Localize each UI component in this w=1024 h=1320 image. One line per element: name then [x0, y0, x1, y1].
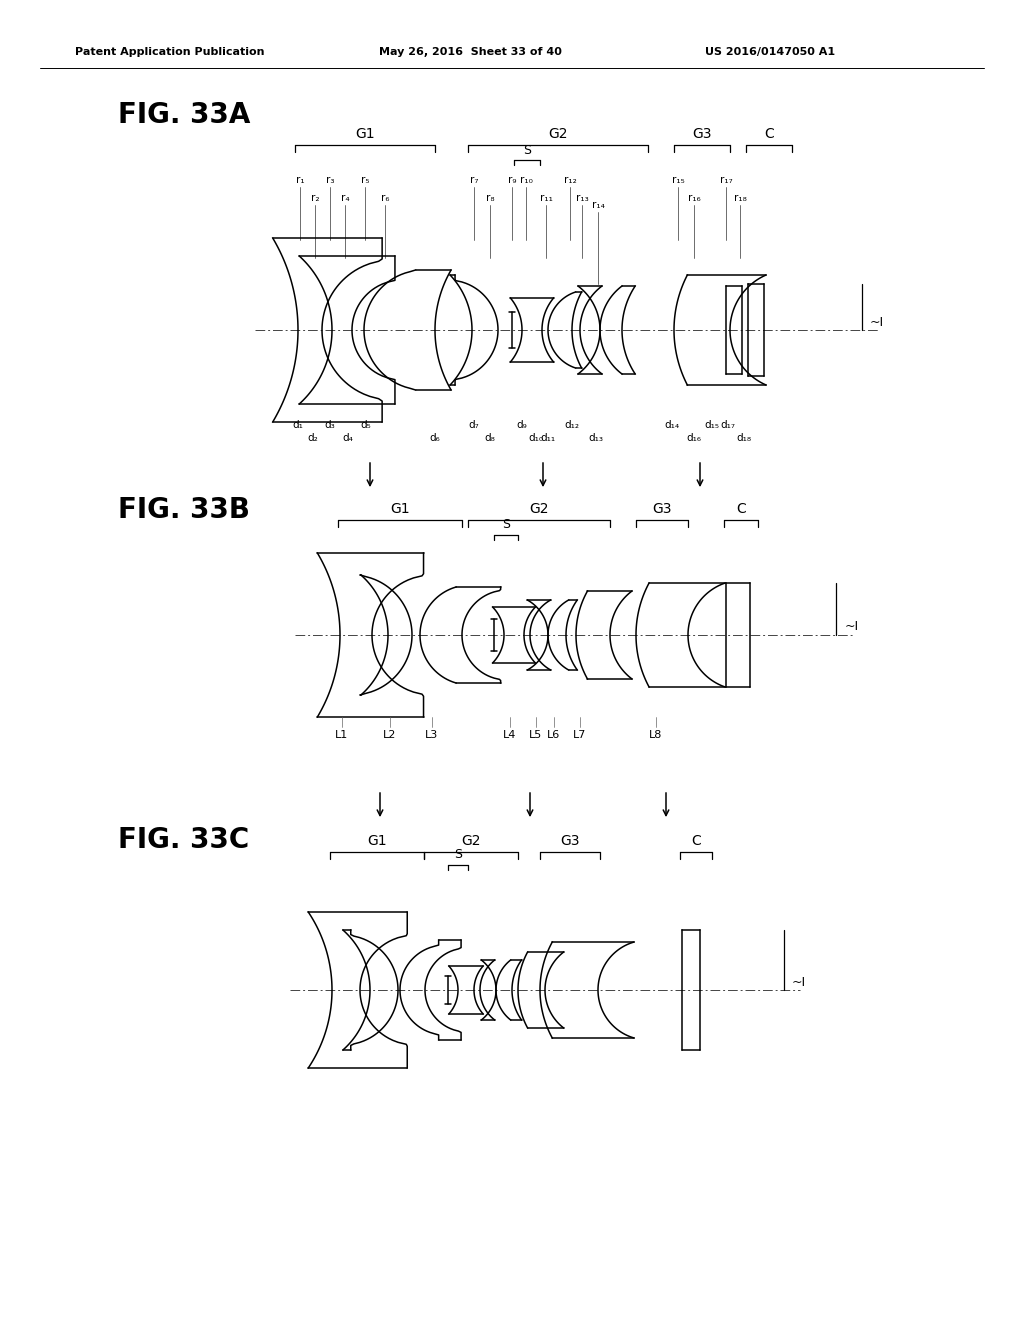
Text: r₉: r₉: [508, 176, 516, 185]
Text: r₈: r₈: [485, 193, 495, 203]
Text: d₁₈: d₁₈: [736, 433, 752, 444]
Text: d₁₀: d₁₀: [528, 433, 544, 444]
Text: Patent Application Publication: Patent Application Publication: [75, 48, 265, 57]
Text: d₆: d₆: [430, 433, 440, 444]
Text: d₈: d₈: [484, 433, 496, 444]
Text: G2: G2: [529, 502, 549, 516]
Text: C: C: [764, 127, 774, 141]
Text: May 26, 2016  Sheet 33 of 40: May 26, 2016 Sheet 33 of 40: [379, 48, 561, 57]
Text: r₁₅: r₁₅: [672, 176, 684, 185]
Text: r₂: r₂: [310, 193, 319, 203]
Text: G1: G1: [390, 502, 410, 516]
Text: G1: G1: [368, 834, 387, 847]
Text: FIG. 33A: FIG. 33A: [118, 102, 251, 129]
Text: d₇: d₇: [469, 420, 479, 430]
Text: d₁₅: d₁₅: [705, 420, 720, 430]
Text: d₄: d₄: [343, 433, 353, 444]
Text: d₁₃: d₁₃: [589, 433, 603, 444]
Text: d₅: d₅: [360, 420, 372, 430]
Text: r₁₄: r₁₄: [592, 201, 604, 210]
Text: d₁₁: d₁₁: [541, 433, 556, 444]
Text: ~I: ~I: [792, 975, 806, 989]
Text: d₂: d₂: [307, 433, 318, 444]
Text: L5: L5: [529, 730, 543, 741]
Text: FIG. 33B: FIG. 33B: [118, 496, 250, 524]
Text: r₁₁: r₁₁: [540, 193, 552, 203]
Text: d₁₆: d₁₆: [686, 433, 701, 444]
Text: S: S: [454, 847, 462, 861]
Text: L7: L7: [573, 730, 587, 741]
Text: L2: L2: [383, 730, 396, 741]
Text: d₉: d₉: [517, 420, 527, 430]
Text: FIG. 33C: FIG. 33C: [118, 826, 249, 854]
Text: S: S: [502, 517, 510, 531]
Text: C: C: [691, 834, 700, 847]
Text: G2: G2: [461, 834, 480, 847]
Text: G3: G3: [692, 127, 712, 141]
Text: d₁: d₁: [293, 420, 303, 430]
Text: ~I: ~I: [845, 620, 859, 634]
Text: r₃: r₃: [326, 176, 334, 185]
Text: r₁₀: r₁₀: [519, 176, 532, 185]
Text: r₄: r₄: [341, 193, 349, 203]
Text: r₇: r₇: [470, 176, 478, 185]
Text: G3: G3: [560, 834, 580, 847]
Text: L6: L6: [548, 730, 560, 741]
Text: r₁: r₁: [296, 176, 304, 185]
Text: d₁₇: d₁₇: [721, 420, 735, 430]
Text: r₁₈: r₁₈: [733, 193, 746, 203]
Text: G3: G3: [652, 502, 672, 516]
Text: r₆: r₆: [381, 193, 389, 203]
Text: d₁₄: d₁₄: [665, 420, 680, 430]
Text: r₁₃: r₁₃: [575, 193, 589, 203]
Text: r₁₂: r₁₂: [563, 176, 577, 185]
Text: r₅: r₅: [360, 176, 370, 185]
Text: r₁₆: r₁₆: [688, 193, 700, 203]
Text: d₃: d₃: [325, 420, 336, 430]
Text: ~I: ~I: [870, 315, 884, 329]
Text: L3: L3: [425, 730, 438, 741]
Text: C: C: [736, 502, 745, 516]
Text: L4: L4: [504, 730, 517, 741]
Text: G2: G2: [548, 127, 567, 141]
Text: L1: L1: [336, 730, 348, 741]
Text: S: S: [523, 144, 531, 157]
Text: G1: G1: [355, 127, 375, 141]
Text: L8: L8: [649, 730, 663, 741]
Text: d₁₂: d₁₂: [564, 420, 580, 430]
Text: r₁₇: r₁₇: [720, 176, 732, 185]
Text: US 2016/0147050 A1: US 2016/0147050 A1: [705, 48, 835, 57]
